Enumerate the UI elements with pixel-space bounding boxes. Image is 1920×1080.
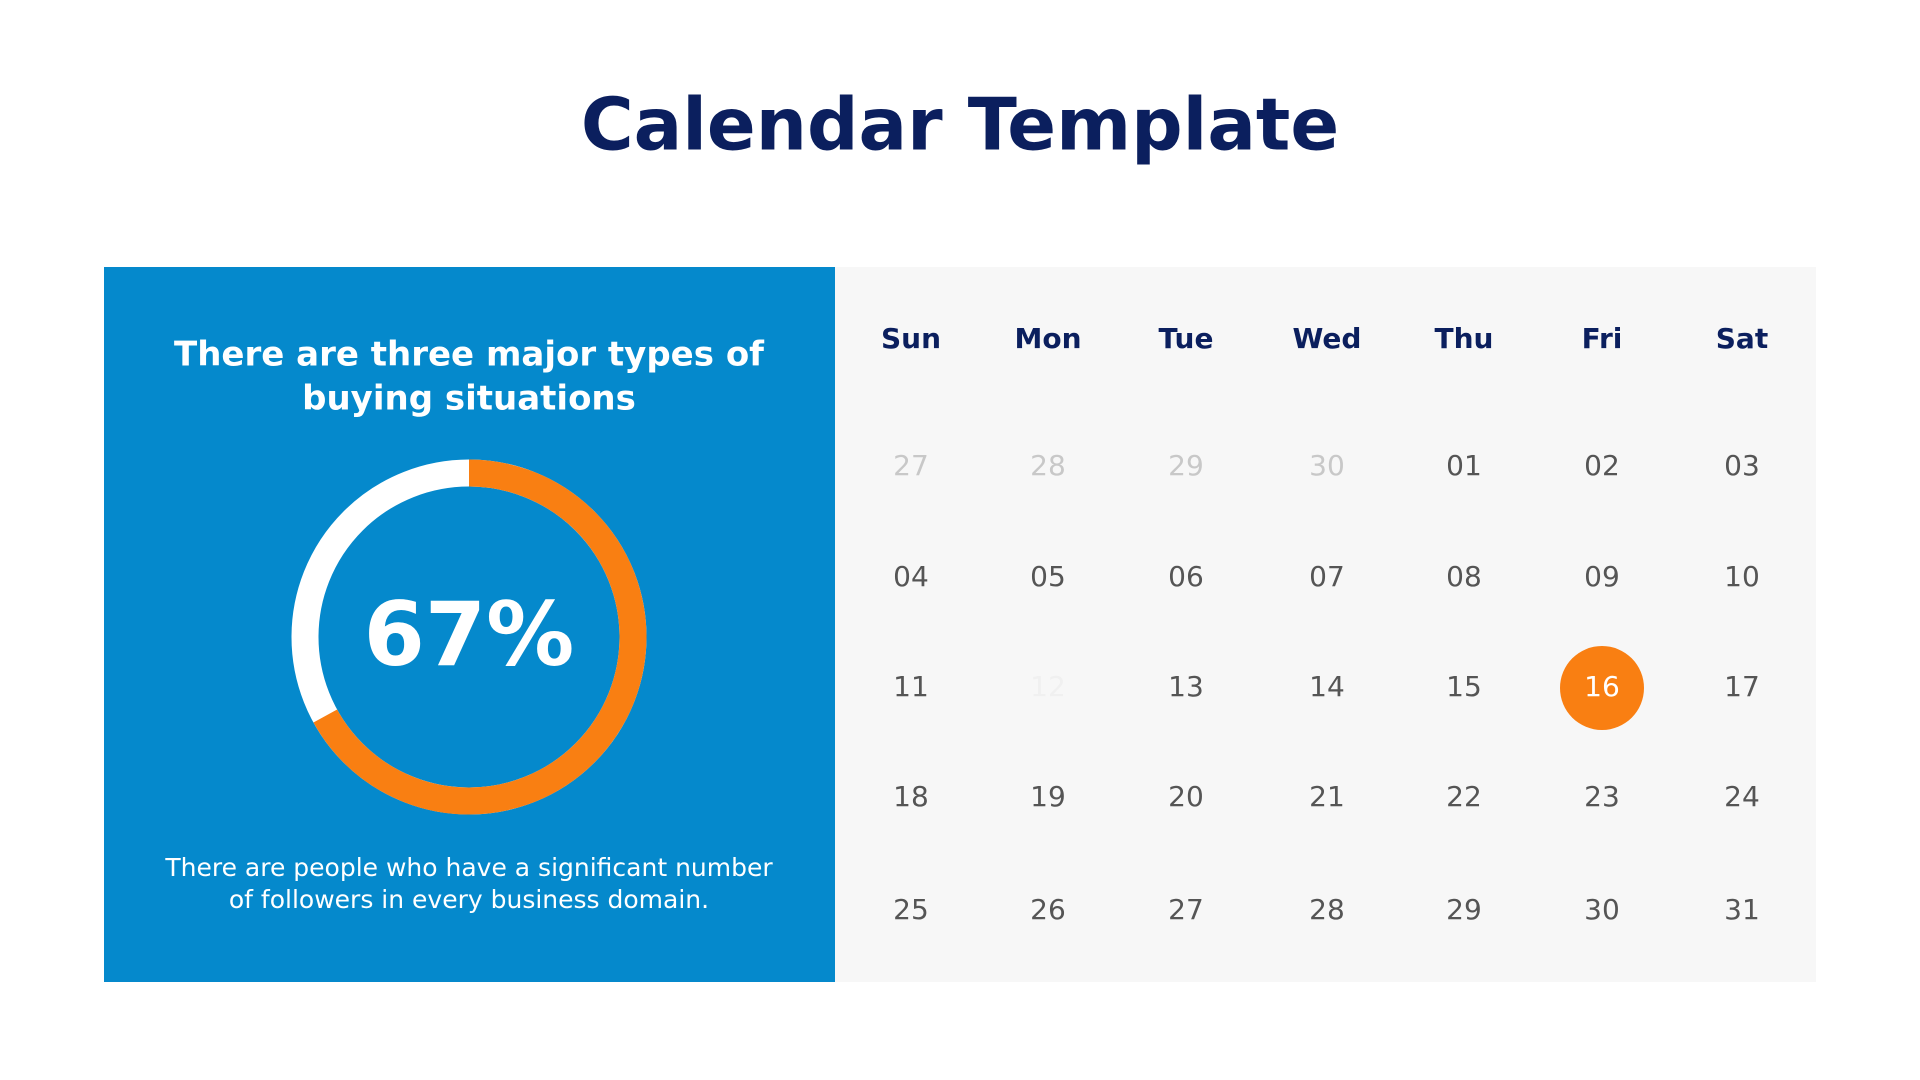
calendar-day: 02 (1584, 449, 1620, 482)
calendar-day: 28 (1030, 449, 1066, 482)
calendar-day: 14 (1309, 670, 1345, 703)
weekday-header: Thu (1435, 322, 1494, 355)
calendar-day: 10 (1724, 560, 1760, 593)
calendar-day: 01 (1446, 449, 1482, 482)
calendar-day: 05 (1030, 560, 1066, 593)
calendar-day: 30 (1309, 449, 1345, 482)
calendar-day: 22 (1446, 780, 1482, 813)
panel-description: of followers in every business domain. (229, 885, 709, 914)
calendar-panel (835, 267, 1816, 982)
calendar-day: 20 (1168, 780, 1204, 813)
calendar-day: 21 (1309, 780, 1345, 813)
calendar-day: 27 (893, 449, 929, 482)
panel-description: There are people who have a significant … (164, 853, 773, 882)
calendar-day: 27 (1168, 893, 1204, 926)
calendar-day: 17 (1724, 670, 1760, 703)
calendar-day: 15 (1446, 670, 1482, 703)
calendar-day: 31 (1724, 893, 1760, 926)
calendar-day: 08 (1446, 560, 1482, 593)
progress-arc (313, 459, 647, 815)
weekday-header: Sun (881, 322, 941, 355)
calendar-day: 23 (1584, 780, 1620, 813)
calendar-day: 26 (1030, 893, 1066, 926)
calendar-day: 09 (1584, 560, 1620, 593)
calendar-day: 07 (1309, 560, 1345, 593)
weekday-header: Wed (1293, 322, 1362, 355)
calendar-day: 28 (1309, 893, 1345, 926)
calendar-day: 06 (1168, 560, 1204, 593)
progress-label: 67% (364, 583, 575, 686)
weekday-header: Mon (1014, 322, 1081, 355)
title: Calendar Template (581, 83, 1339, 167)
weekday-header: Fri (1582, 322, 1623, 355)
selected-day-marker (1560, 646, 1644, 730)
calendar-day: 13 (1168, 670, 1204, 703)
calendar-day: 11 (893, 670, 929, 703)
calendar-day: 19 (1030, 780, 1066, 813)
calendar-day: 03 (1724, 449, 1760, 482)
info-panel (104, 267, 835, 982)
calendar-day: 18 (893, 780, 929, 813)
weekday-header: Tue (1159, 322, 1214, 355)
calendar-day: 30 (1584, 893, 1620, 926)
weekday-header: Sat (1716, 322, 1768, 355)
calendar-day: 16 (1584, 670, 1620, 703)
calendar-day: 25 (893, 893, 929, 926)
calendar-day: 29 (1446, 893, 1482, 926)
calendar-day: 24 (1724, 780, 1760, 813)
calendar-day: 12 (1030, 670, 1066, 703)
calendar-day: 04 (893, 560, 929, 593)
panel-heading: There are three major types of (174, 335, 765, 375)
panel-heading: buying situations (302, 379, 636, 419)
calendar-day: 29 (1168, 449, 1204, 482)
